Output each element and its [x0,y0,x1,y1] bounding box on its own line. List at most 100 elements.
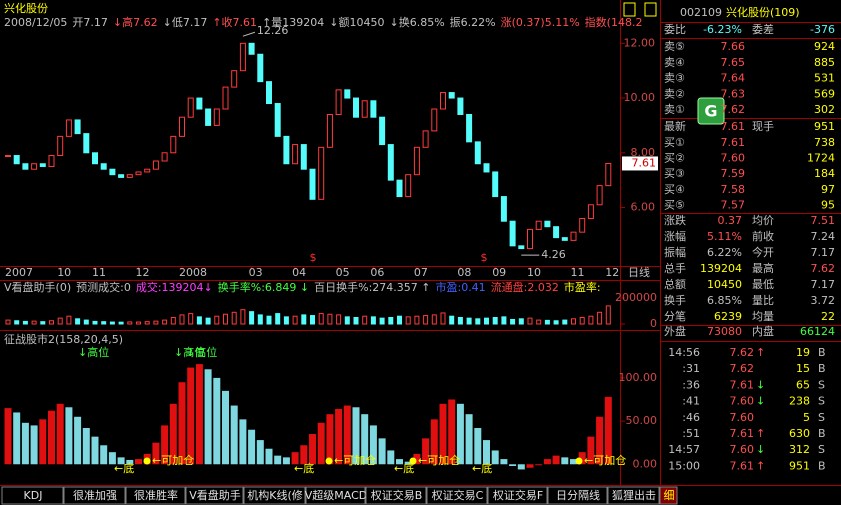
indicator-bar [604,396,612,465]
y-tick-label: 12.00 [624,36,656,49]
candle [379,116,386,146]
quote-cell: 最新 [664,119,686,133]
volume-bar [170,316,176,325]
x-tick-label: 10 [527,266,541,279]
candle [300,144,307,170]
info-item: ↑收7.61 [212,15,257,29]
tab[interactable]: 细 [659,486,678,505]
candle [231,70,238,88]
indicator-annotation: ←底 [472,461,492,475]
tab[interactable]: 很准胜率 [125,486,186,505]
tab[interactable]: V超级MACD [305,486,368,505]
tab[interactable]: 权证交易B [365,486,427,505]
tab[interactable]: 日分隔线 [547,486,608,505]
trade-price: 7.60 [730,443,755,456]
candle [440,92,446,110]
quote-cell: 卖① [664,103,685,116]
tab[interactable]: 很准加强 [63,486,126,505]
signal-dot [575,457,583,465]
y-tick-label: 0.00 [633,457,658,470]
candle [161,152,168,162]
app-icon-glyph: G [704,102,717,121]
scroll-button[interactable] [644,2,657,17]
indicator-bar [300,445,308,465]
volume-bar [518,318,524,325]
trade-volume: 238 [789,395,810,408]
quote-cell: 最高 [752,261,774,275]
indicator-bar [48,410,55,465]
quote-cell: 均价 [752,214,774,227]
quote-cell: 7.57 [721,198,746,211]
trade-side: S [818,411,825,424]
tab[interactable]: 机构K线(修 [243,486,306,505]
indicator-annotation: ←底 [114,461,134,475]
trade-side: B [818,346,826,359]
indicator-bar [152,442,160,465]
signal-dot [143,457,151,465]
indicator-annotation: ←可加仓 [334,453,376,467]
candle [553,226,560,239]
period-label: 日线 [628,265,650,279]
quote-cell: 前收 [752,229,774,243]
trade-time: :36 [682,378,700,391]
quote-cell: 买① [664,136,685,149]
quote-cell: 7.17 [811,246,836,259]
volume-bar [536,319,542,325]
tab-box [426,486,488,505]
info-item: 开7.17 [72,16,108,29]
volume-bar [196,316,202,325]
tab-label: 狐狸出击 [612,488,656,502]
tab-label: 日分隔线 [556,488,600,502]
volume-bar [66,315,72,325]
tab[interactable]: 权证交易C [426,486,488,505]
volume-info: 换手率%:6.849 ↓ [218,280,309,294]
tab-label: 很准胜率 [134,488,178,502]
trade-volume: 312 [789,443,810,456]
volume-bar [597,311,603,325]
tab-box [305,486,366,505]
candle [561,237,568,241]
quote-cell: 今开 [752,245,774,259]
stock-title: 兴化股份 [4,1,48,15]
quote-cell: 委比 [664,23,686,36]
volume-bar [475,318,481,325]
indicator-bar [30,425,38,465]
scroll-button[interactable] [623,2,636,17]
panel-borders [0,0,841,486]
tab[interactable]: 狐狸出击 [607,486,660,505]
indicator-bar [483,440,490,465]
volume-bar [553,320,559,325]
trade-time: 15:00 [668,459,700,472]
tab[interactable]: KDJ [1,486,64,505]
quote-cell: 量比 [752,294,774,307]
quote-cell: 卖③ [664,72,685,85]
volume-bar [414,315,420,325]
tab-box [1,486,64,505]
volume-bar [266,315,272,325]
tab-box [365,486,427,505]
candle [57,135,64,157]
volume-bar [571,318,576,325]
signal-dot [325,457,333,465]
indicator-bar [361,414,369,465]
candle [179,116,185,137]
info-item: ↓高7.62 [113,15,158,29]
candle [605,162,612,187]
trade-time: :41 [682,395,700,408]
trade-side: B [818,427,826,440]
event-marker: $ [481,251,488,264]
tab[interactable]: V看盘助手 [185,486,244,505]
candle [596,185,603,206]
candle [587,204,594,219]
volume-bar [240,309,246,325]
quote-cell: 总手 [664,261,686,275]
x-tick-label: 2007 [5,266,33,279]
tab[interactable]: 权证交易F [487,486,548,505]
volume-bar [440,312,446,325]
volume-info: 百日换手%:274.357 ↑ [314,280,430,294]
candle [492,171,499,198]
indicator-annotation: ↓高位 [78,345,109,359]
indicator-bar [500,459,508,465]
volume-bar [405,316,411,325]
